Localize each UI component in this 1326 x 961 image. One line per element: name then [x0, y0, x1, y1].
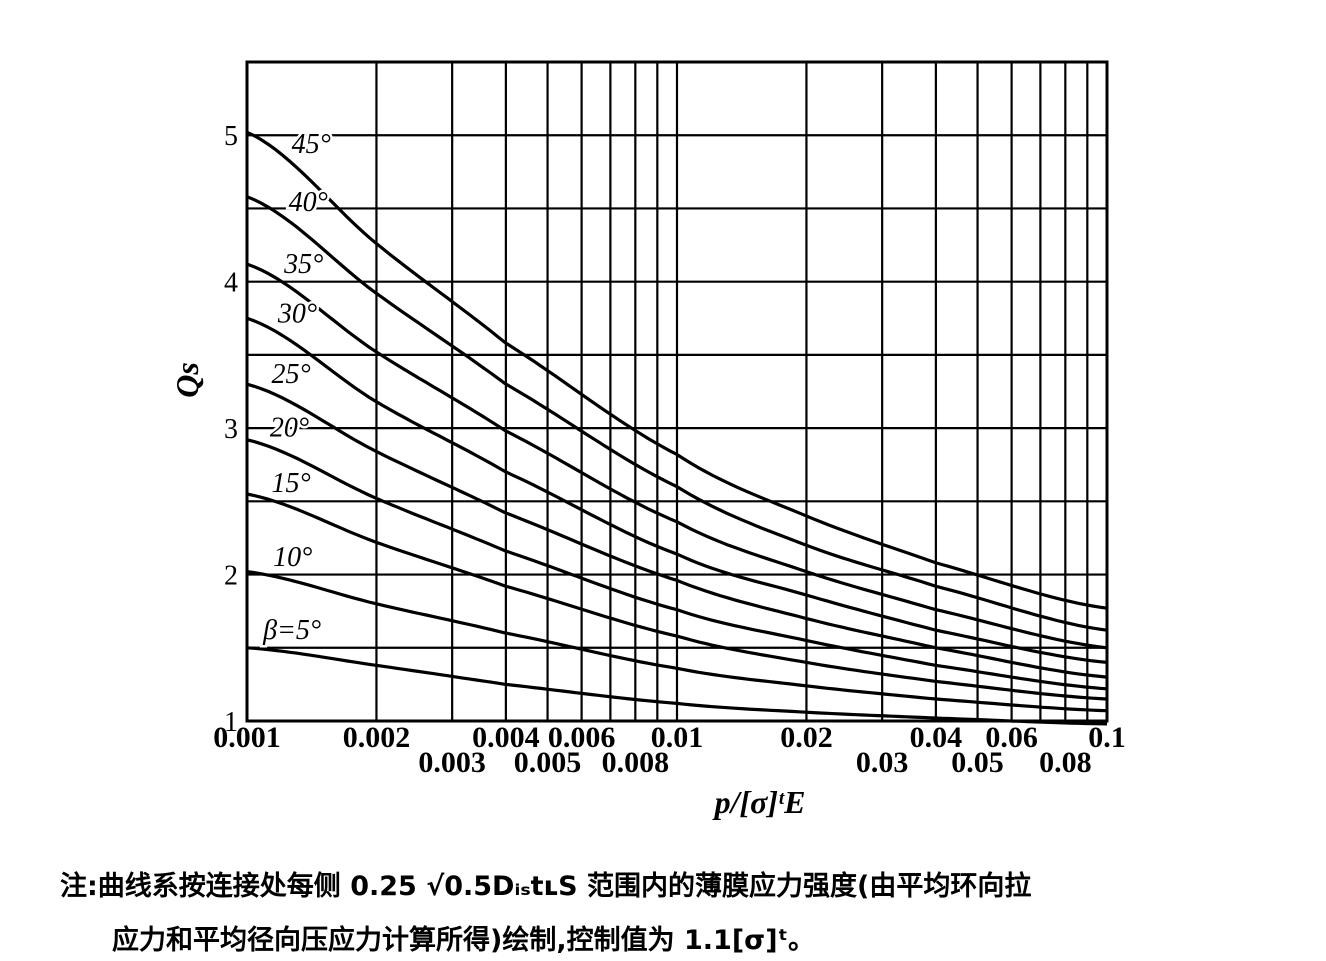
- grid-lines: [245, 62, 1109, 721]
- series-line-1: [246, 570, 1108, 713]
- y-tick-label-0: 1: [224, 707, 238, 738]
- x-tick-label-top-0: 0.001: [213, 721, 281, 754]
- y-tick-label-3: 4: [224, 268, 238, 299]
- series-label-0: β=5°: [262, 615, 321, 646]
- x-tick-label-top-6: 0.04: [910, 721, 963, 754]
- x-tick-label-bottom-3: 0.03: [856, 746, 909, 779]
- series-line-7: [246, 195, 1108, 632]
- series-label-3: 20°: [270, 413, 309, 444]
- series-label-7: 40°: [289, 187, 328, 218]
- x-tick-label-top-1: 0.002: [343, 721, 411, 754]
- x-tick-label-top-8: 0.1: [1088, 721, 1126, 754]
- x-tick-label-bottom-1: 0.005: [514, 746, 582, 779]
- series-label-1: 10°: [273, 542, 312, 573]
- series-labels: β=5° 10° 15° 20° 25° 30° 35° 40° 45°: [260, 126, 334, 648]
- series-line-3: [246, 438, 1108, 691]
- series-label-6: 35°: [283, 249, 323, 280]
- note-line-1: 注:曲线系按连接处每侧 0.25 √0.5DᵢₛtʟS 范围内的薄膜应力强度(由…: [60, 871, 1032, 902]
- series-label-5: 30°: [277, 299, 317, 330]
- y-tick-labels: 1 2 3 4 5: [224, 121, 238, 738]
- series-layer: [246, 130, 1108, 726]
- x-tick-label-bottom-4: 0.05: [951, 746, 1004, 779]
- x-tick-label-top-4: 0.01: [651, 721, 704, 754]
- series-line-5: [246, 316, 1108, 664]
- y-tick-label-4: 5: [224, 121, 238, 152]
- y-tick-label-2: 3: [224, 414, 238, 445]
- x-tick-label-bottom-2: 0.008: [602, 746, 670, 779]
- series-label-8: 45°: [292, 129, 331, 160]
- series-label-4: 25°: [271, 359, 310, 390]
- x-tick-label-top-5: 0.02: [780, 721, 833, 754]
- series-line-0: [246, 646, 1108, 726]
- x-tick-label-top-3: 0.006: [548, 721, 616, 754]
- note-line-2: 应力和平均径向压应力计算所得)绘制,控制值为 1.1[σ]ᵗ。: [112, 925, 816, 956]
- x-tick-label-bottom-0: 0.003: [418, 746, 486, 779]
- y-tick-label-1: 2: [224, 561, 238, 592]
- series-label-2: 15°: [271, 468, 310, 499]
- series-line-8: [246, 130, 1108, 610]
- chart: 0.001 0.002 0.004 0.006 0.01 0.02 0.04 0.06 0.10…: [169, 60, 1126, 820]
- x-tick-label-top-2: 0.004: [472, 721, 540, 754]
- x-axis-title: p/[σ]ᵗE: [712, 784, 806, 820]
- y-axis-title: Qs: [169, 362, 205, 398]
- x-tick-labels: 0.001 0.002 0.004 0.006 0.01 0.02 0.04 0.06 0.10…: [213, 721, 1126, 779]
- x-tick-label-bottom-5: 0.08: [1039, 746, 1092, 779]
- plot-frame: [245, 60, 1109, 723]
- series-line-4: [246, 382, 1108, 679]
- x-tick-label-top-7: 0.06: [985, 721, 1038, 754]
- series-line-2: [246, 492, 1108, 701]
- series-line-6: [246, 262, 1108, 650]
